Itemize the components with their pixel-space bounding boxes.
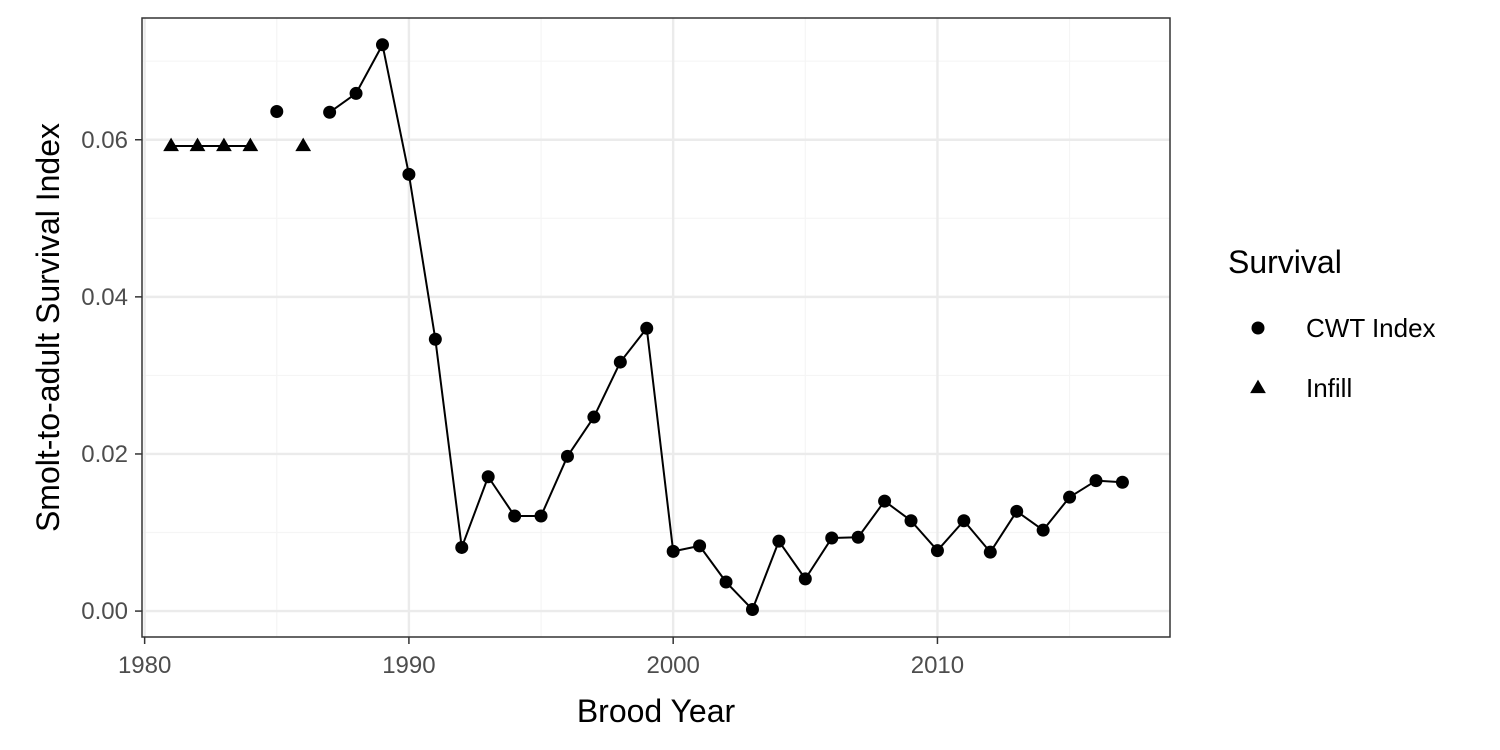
cwt-index-point xyxy=(1089,474,1103,488)
data-points xyxy=(163,38,1129,617)
cwt-index-point xyxy=(1115,475,1129,489)
cwt-index-point xyxy=(455,540,469,554)
cwt-index-point xyxy=(640,321,654,335)
cwt-index-point xyxy=(587,410,601,424)
cwt-index-point xyxy=(323,105,337,119)
panel-border xyxy=(141,17,1171,638)
cwt-index-point xyxy=(270,104,284,118)
infill-point xyxy=(189,137,206,152)
legend-label: Infill xyxy=(1306,373,1352,403)
x-tick-label: 2000 xyxy=(646,652,699,679)
cwt-index-point xyxy=(693,539,707,553)
cwt-index-point xyxy=(878,494,892,508)
x-tick-label: 1990 xyxy=(382,652,435,679)
cwt-index-point xyxy=(1036,523,1050,537)
cwt-index-point xyxy=(851,530,865,544)
legend-key-circle xyxy=(1251,321,1265,335)
major-gridlines xyxy=(142,18,1170,637)
cwt-index-point xyxy=(983,545,997,559)
legend-entries: CWT Index Infill xyxy=(1250,313,1436,403)
cwt-index-point xyxy=(798,572,812,586)
cwt-index-point xyxy=(1063,490,1077,504)
cwt-index-point xyxy=(904,514,918,528)
y-tick-label: 0.04 xyxy=(81,284,128,311)
cwt-index-point xyxy=(772,534,786,548)
y-tick-label: 0.06 xyxy=(81,127,128,154)
cwt-index-point xyxy=(428,332,442,346)
cwt-index-point xyxy=(957,514,971,528)
x-axis-ticks: 1980 1990 2000 2010 xyxy=(118,637,964,679)
infill-point xyxy=(163,137,179,152)
y-axis-title: Smolt-to-adult Survival Index xyxy=(30,123,66,532)
cwt-index-point xyxy=(666,544,680,558)
cwt-index-point xyxy=(481,470,495,484)
cwt-index-point xyxy=(508,509,522,523)
cwt-index-point xyxy=(719,575,733,589)
cwt-index-point xyxy=(375,38,389,52)
series-line-segment xyxy=(329,43,1123,611)
legend-key-triangle xyxy=(1250,379,1266,394)
cwt-index-point xyxy=(534,509,548,523)
x-tick-label: 2010 xyxy=(911,652,964,679)
cwt-index-point xyxy=(825,531,839,545)
cwt-index-point xyxy=(349,86,363,100)
cwt-index-point xyxy=(930,544,944,558)
y-tick-label: 0.00 xyxy=(81,598,128,625)
y-tick-label: 0.02 xyxy=(81,441,128,468)
cwt-index-point xyxy=(613,355,627,369)
legend-title: Survival xyxy=(1228,244,1342,280)
legend: Survival CWT Index Infill xyxy=(1228,244,1436,403)
infill-point xyxy=(242,137,259,152)
minor-gridlines xyxy=(142,18,1170,637)
x-axis-title: Brood Year xyxy=(577,693,736,729)
y-axis-ticks: 0.00 0.02 0.04 0.06 xyxy=(81,127,142,625)
infill-point xyxy=(295,137,312,152)
legend-label: CWT Index xyxy=(1306,313,1436,343)
cwt-index-point xyxy=(402,167,416,181)
infill-point xyxy=(216,137,232,152)
cwt-index-point xyxy=(560,449,574,463)
cwt-index-point xyxy=(1010,504,1024,518)
cwt-index-point xyxy=(745,603,759,617)
x-tick-label: 1980 xyxy=(118,652,171,679)
